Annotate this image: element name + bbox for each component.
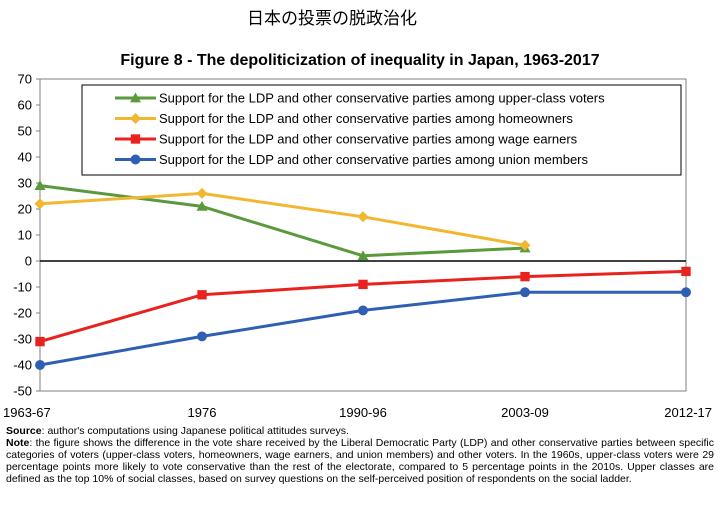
- x-tick-label: 1963-67: [3, 405, 51, 420]
- series-line-2: [39, 191, 526, 247]
- data-point-square: [681, 266, 691, 277]
- series-line-1: [39, 184, 526, 258]
- data-point-square: [130, 134, 141, 144]
- legend-label-4: Support for the LDP and other conservati…: [159, 152, 589, 167]
- y-tick-label: 50: [18, 124, 32, 139]
- chart-title: Figure 8 - The depoliticization of inequ…: [120, 52, 600, 69]
- source-label: Source: [6, 425, 42, 437]
- x-tick-label: 1976: [188, 405, 217, 420]
- y-tick-label: -20: [13, 306, 32, 321]
- legend: [81, 84, 682, 176]
- data-point-circle: [681, 287, 691, 298]
- source-note: Source: author's computations using Japa…: [6, 425, 714, 437]
- y-tick-label: 40: [18, 150, 32, 165]
- y-tick-label: -10: [13, 280, 32, 295]
- data-point-circle: [35, 360, 45, 370]
- data-point-diamond: [519, 239, 531, 251]
- data-point-triangle: [34, 180, 46, 190]
- data-point-square: [197, 290, 207, 300]
- data-point-diamond: [357, 211, 369, 223]
- explanatory-note: Note: the figure shows the difference in…: [6, 437, 714, 485]
- y-tick-label: 20: [18, 202, 32, 217]
- y-tick-label: 30: [18, 176, 32, 191]
- y-tick-label: -50: [13, 384, 32, 399]
- data-point-circle: [520, 287, 530, 298]
- data-point-diamond: [196, 187, 208, 199]
- data-point-triangle: [196, 200, 208, 211]
- note-label: Note: [6, 437, 30, 449]
- data-point-diamond: [130, 113, 141, 124]
- y-tick-label: 10: [18, 228, 32, 243]
- data-point-diamond: [34, 198, 46, 210]
- data-point-triangle: [357, 250, 369, 261]
- legend-label-3: Support for the LDP and other conservati…: [159, 132, 578, 147]
- data-point-circle: [130, 154, 141, 165]
- x-tick-label: 2012-17: [664, 405, 712, 420]
- data-point-circle: [197, 331, 207, 342]
- y-tick-label: 60: [18, 98, 32, 113]
- y-tick-label: 70: [18, 72, 32, 87]
- data-point-triangle: [130, 92, 141, 103]
- x-tick-label: 1990-96: [339, 405, 387, 420]
- source-text: : author's computations using Japanese p…: [41, 425, 349, 437]
- chart-notes: Source: author's computations using Japa…: [6, 425, 714, 485]
- page-heading: 日本の投票の脱政治化: [247, 9, 417, 29]
- data-point-square: [520, 271, 530, 282]
- y-tick-label: 0: [25, 254, 32, 269]
- y-tick-label: -40: [13, 358, 32, 373]
- y-tick-label: -30: [13, 332, 32, 347]
- legend-label-2: Support for the LDP and other conservati…: [159, 111, 573, 126]
- legend-label-1: Support for the LDP and other conservati…: [159, 91, 605, 106]
- data-point-square: [35, 336, 45, 347]
- x-tick-label: 2003-09: [501, 405, 549, 420]
- note-text: : the figure shows the difference in the…: [6, 437, 714, 485]
- data-point-circle: [358, 305, 368, 316]
- series-line-4: [39, 290, 686, 367]
- data-point-square: [358, 279, 368, 290]
